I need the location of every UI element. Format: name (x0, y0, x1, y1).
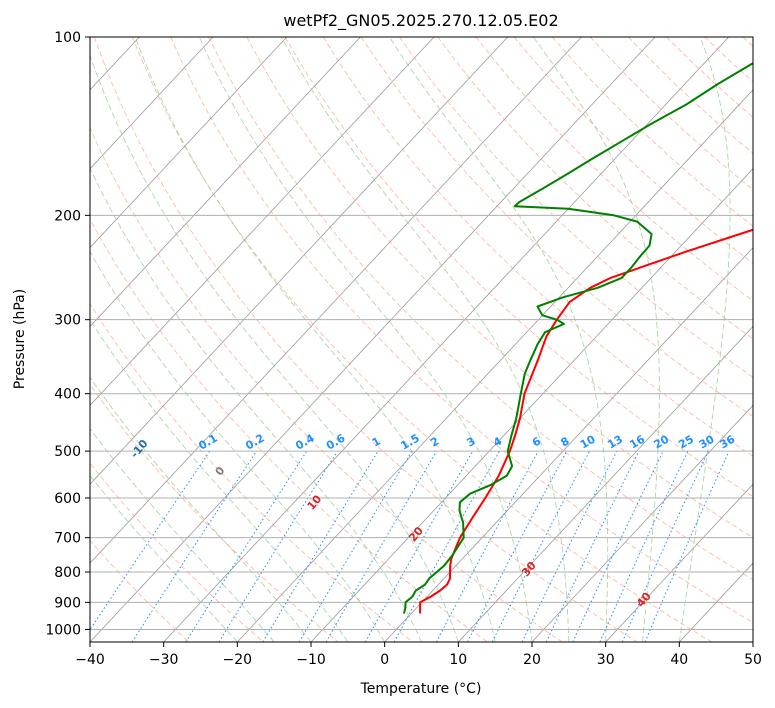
dry-adiabat-line (399, 37, 753, 378)
x-tick-label: 10 (449, 652, 467, 668)
y-tick-label: 400 (54, 387, 81, 403)
isotherm-line (384, 247, 753, 642)
moist-adiabat-line (281, 37, 570, 642)
x-tick-label: 0 (380, 652, 389, 668)
isotherm-line (90, 37, 361, 328)
plot-frame (89, 36, 754, 643)
mixing-ratio-line (364, 450, 474, 642)
mixing-ratio-line (621, 450, 709, 642)
mixing-ratio-line (131, 450, 258, 642)
dry-adiabat-line (360, 37, 753, 417)
y-tick-label: 600 (54, 491, 81, 507)
dry-adiabat-line (322, 37, 753, 457)
isotherm-line (458, 325, 753, 642)
dry-adiabat-line (208, 37, 753, 581)
dewpoint-profile-line (402, 62, 753, 614)
x-axis-title: Temperature (°C) (360, 681, 482, 697)
mixing-ratio-line (644, 450, 730, 642)
moist-adiabat-line (90, 53, 459, 642)
moist-adiabat-line (90, 166, 422, 642)
y-tick-label: 1000 (45, 622, 81, 638)
y-axis-title: Pressure (hPa) (12, 289, 28, 389)
y-tick-label: 300 (54, 313, 81, 329)
dry-adiabat-line (284, 37, 753, 498)
y-axis: 1000 900 800 700 600 500 400 300 200 100 (45, 30, 90, 638)
y-tick-label: 800 (54, 565, 81, 581)
moist-adiabat-line (90, 474, 238, 642)
mixing-ratio-line (262, 450, 379, 642)
y-tick-label: 100 (54, 30, 81, 46)
mixing-ratio-line (90, 450, 211, 631)
isotherm-line (605, 483, 753, 642)
isotherm-line (90, 37, 582, 564)
y-tick-label: 700 (54, 531, 81, 547)
moist-adiabat-line (90, 250, 386, 642)
y-tick-label: 500 (54, 444, 81, 460)
isotherm-line (531, 404, 753, 642)
y-tick-label: 200 (54, 208, 81, 224)
x-tick-label: 50 (744, 652, 762, 668)
moist-adiabat-line (533, 37, 660, 642)
chart-title: wetPf2_GN05.2025.270.12.05.E02 (283, 11, 558, 31)
moist-adiabat-line (198, 37, 533, 642)
x-tick-label: −10 (296, 652, 326, 668)
isotherm-line (90, 37, 288, 249)
mixing-ratio-line (435, 450, 539, 642)
dry-adiabat-line (246, 37, 753, 539)
isotherm-line (163, 37, 730, 642)
x-tick-label: 40 (670, 652, 688, 668)
isotherm-line (310, 168, 753, 642)
dry-adiabat-line (90, 383, 339, 642)
temperature-profile-line (419, 228, 753, 614)
x-tick-label: −20 (223, 652, 253, 668)
mixing-ratio-line (521, 450, 618, 642)
moist-adiabat-line (90, 376, 312, 642)
x-tick-label: −30 (149, 652, 179, 668)
moist-adiabat-line (134, 37, 496, 642)
moist-adiabat-line (90, 318, 349, 642)
isotherm-line (90, 37, 509, 485)
isotherm-line (90, 37, 214, 170)
moist-adiabat-line (678, 37, 731, 642)
isotherm-line (237, 89, 753, 642)
dry-adiabat-line (437, 37, 753, 340)
mixing-ratio-line (393, 450, 500, 642)
mixing-ratio-line (491, 450, 590, 642)
y-tick-label: 900 (54, 595, 81, 611)
x-tick-label: −40 (75, 652, 105, 668)
mixing-ratio-line (185, 450, 308, 642)
x-tick-label: 30 (597, 652, 615, 668)
dry-adiabat-line (90, 126, 564, 642)
isotherm-line (90, 37, 435, 406)
moist-adiabat-line (90, 427, 275, 642)
x-tick-label: 20 (523, 652, 541, 668)
moist-adiabat-line (389, 37, 609, 642)
dry-adiabat-line (475, 37, 753, 302)
x-axis: −40 −30 −20 −10 0 10 20 30 40 50 (75, 642, 762, 668)
series-layer (402, 62, 753, 614)
